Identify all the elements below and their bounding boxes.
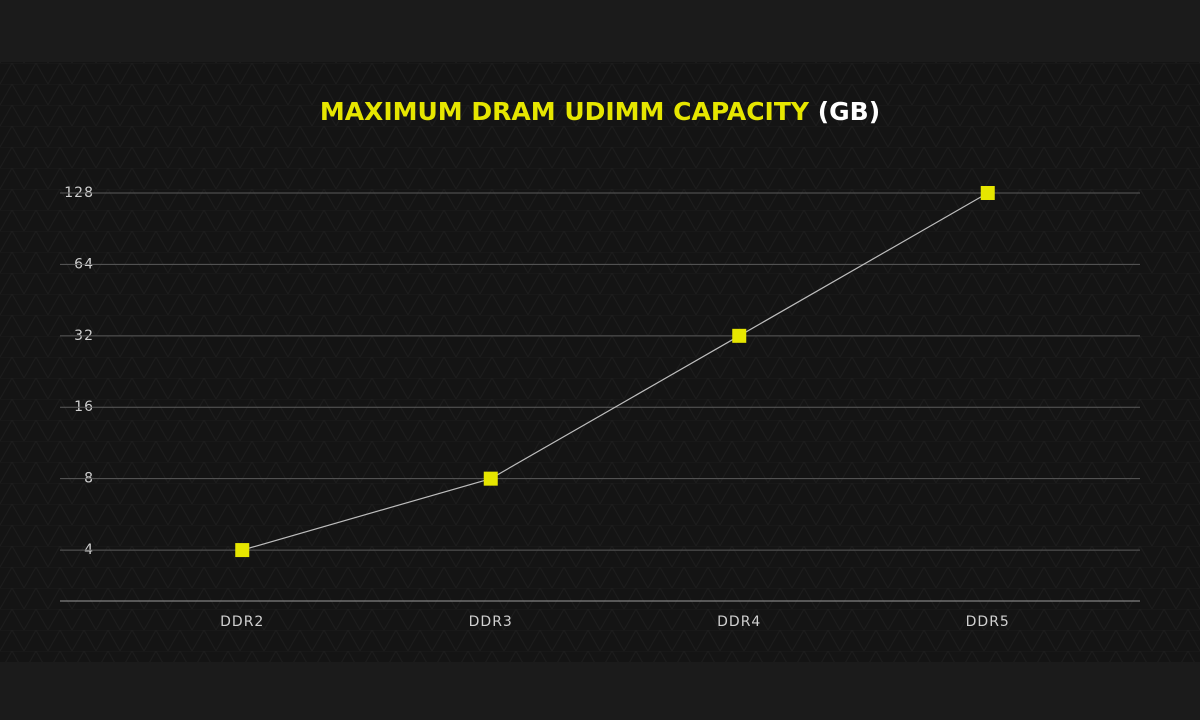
x-tick-label: DDR2 (220, 614, 264, 630)
chart-title: MAXIMUM DRAM UDIMM CAPACITY (GB) (320, 97, 880, 126)
data-marker (980, 186, 995, 200)
x-tick-label: DDR3 (469, 614, 513, 630)
data-marker (732, 328, 747, 343)
data-marker (235, 543, 250, 558)
title-main: MAXIMUM DRAM UDIMM CAPACITY (320, 97, 810, 126)
data-marker (483, 471, 498, 486)
data-line (242, 192, 989, 551)
chart-pattern (0, 62, 1200, 662)
title-unit: (GB) (818, 97, 880, 126)
x-tick-label: DDR4 (717, 614, 761, 630)
x-tick-label: DDR5 (966, 614, 1010, 630)
